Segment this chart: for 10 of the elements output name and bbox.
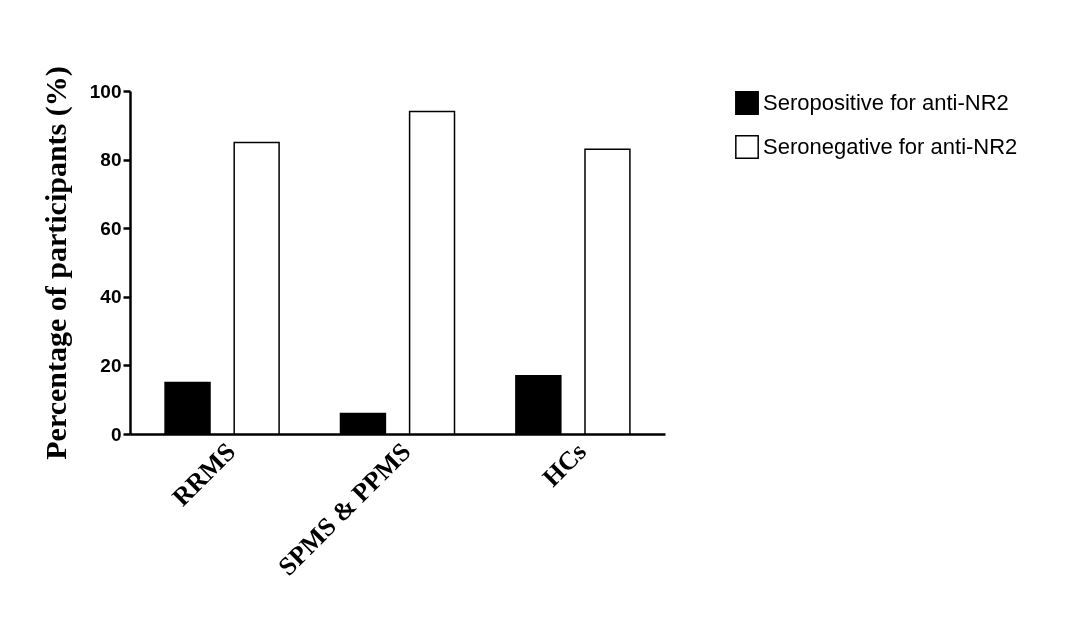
y-tick-label: 20 (100, 354, 122, 376)
y-axis-title: Percentage of participants (%) (38, 66, 73, 460)
y-tick-label: 0 (110, 423, 122, 445)
x-tick-label: HCs (536, 437, 592, 493)
y-tick-label: 80 (100, 149, 122, 171)
legend-label: Seropositive for anti-NR2 (763, 90, 1009, 115)
y-tick-label: 40 (100, 286, 122, 308)
y-tick-label: 60 (100, 217, 122, 239)
legend-label: Seronegative for anti-NR2 (763, 134, 1018, 159)
y-tick-label: 100 (89, 80, 122, 102)
